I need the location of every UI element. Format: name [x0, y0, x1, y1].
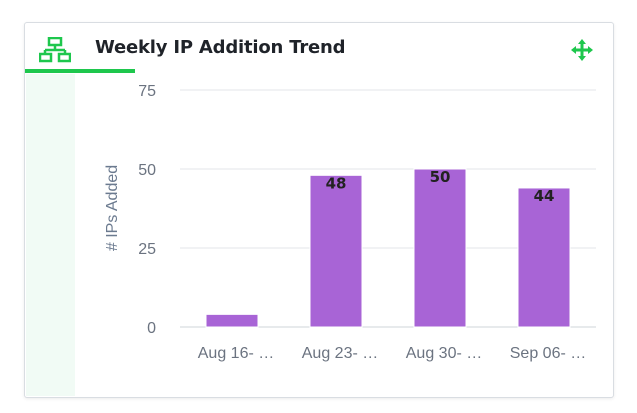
- bar[interactable]: [205, 313, 259, 328]
- y-tick-label: 50: [138, 162, 156, 179]
- y-tick-labels: 0 25 50 75: [138, 83, 156, 337]
- chart-card: Weekly IP Addition Trend: [24, 22, 614, 398]
- title-underline: [25, 69, 135, 73]
- x-tick-label: Sep 06- …: [510, 345, 586, 362]
- bar[interactable]: [413, 168, 467, 328]
- y-axis-label: # IPs Added: [104, 165, 121, 251]
- data-label: 44: [534, 187, 555, 205]
- x-tick-label: Aug 23- …: [302, 345, 378, 362]
- x-tick-label: Aug 30- …: [406, 345, 482, 362]
- widget-title: Weekly IP Addition Trend: [95, 37, 346, 58]
- bar[interactable]: [309, 174, 363, 328]
- y-tick-label: 75: [138, 83, 156, 100]
- move-icon[interactable]: [571, 39, 593, 61]
- bars: [205, 168, 571, 328]
- bar[interactable]: [517, 187, 571, 328]
- x-tick-labels: Aug 16- … Aug 23- … Aug 30- … Sep 06- …: [198, 345, 586, 362]
- data-labels: 48 50 44: [326, 168, 555, 205]
- network-icon: [39, 37, 71, 63]
- side-band: [26, 74, 75, 396]
- x-tick-label: Aug 16- …: [198, 345, 274, 362]
- y-tick-label: 0: [147, 320, 156, 337]
- data-label: 50: [430, 168, 451, 186]
- data-label: 48: [326, 174, 347, 192]
- y-tick-label: 25: [138, 241, 156, 258]
